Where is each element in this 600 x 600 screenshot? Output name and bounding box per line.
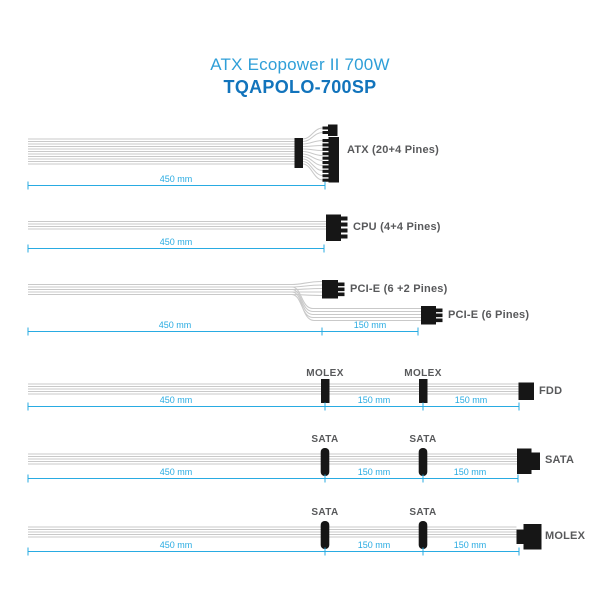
sata2-inline-connector-1 <box>320 521 330 549</box>
sata2-inline-label-1: SATA <box>311 507 339 518</box>
molex-inline-connector-2 <box>419 379 428 403</box>
atx-4pin-connector <box>328 124 338 136</box>
molex-dim-150mm-2: 150 mm <box>454 395 488 405</box>
sata-molex-cable <box>27 521 542 556</box>
sata-inline-connector-1 <box>320 448 330 476</box>
pcie-upper-fanout <box>291 280 323 297</box>
pcie-lower-branch <box>291 286 421 322</box>
sata2-dim-150mm-2: 150 mm <box>453 540 487 550</box>
molex-inline-label-2: MOLEX <box>404 368 442 379</box>
pcie-6pin-connector <box>421 306 436 325</box>
cpu-connector-label: CPU (4+4 Pines) <box>353 221 441 233</box>
atx-4pin-connector-pins <box>322 126 328 134</box>
pcie-ribbon <box>28 283 292 296</box>
model-number: TQAPOLO-700SP <box>223 77 377 97</box>
sata-dimension-line <box>27 474 519 483</box>
cpu-ribbon <box>28 220 326 230</box>
sata2-dim-450mm: 450 mm <box>159 540 193 550</box>
sata2-inline-connector-2 <box>418 521 428 549</box>
sata-dim-450mm: 450 mm <box>159 467 193 477</box>
pcie-dim-150mm: 150 mm <box>353 320 387 330</box>
molex-inline-connector-1 <box>321 379 330 403</box>
molex-inline-label-1: MOLEX <box>306 368 344 379</box>
sata-molex-dimension-line <box>27 547 520 556</box>
sata2-dim-150mm-1: 150 mm <box>357 540 391 550</box>
atx-cable <box>27 124 339 190</box>
sata-end-label: SATA <box>545 454 575 466</box>
sata2-inline-label-2: SATA <box>409 507 437 518</box>
sata-molex-ribbon <box>28 526 517 538</box>
pcie-cable <box>27 280 443 336</box>
cable-tie <box>294 138 303 168</box>
atx-20pin-connector <box>328 137 339 183</box>
pcie-6plus2-connector <box>322 280 338 299</box>
atx-ribbon <box>28 138 295 165</box>
pcie-6pin-connector-pins <box>436 308 443 323</box>
molex-end-connector <box>516 524 542 550</box>
atx-connector-label: ATX (20+4 Pines) <box>347 144 439 156</box>
pcie-dim-450mm: 450 mm <box>158 320 192 330</box>
molex-fdd-cable <box>27 379 534 411</box>
pcie-dimension-line <box>27 327 419 336</box>
fdd-connector <box>518 382 534 400</box>
cpu-dim-450mm: 450 mm <box>159 237 193 247</box>
product-name: ATX Ecopower II 700W <box>210 55 390 74</box>
sata-dim-150mm-2: 150 mm <box>453 467 487 477</box>
sata-cable <box>27 448 540 483</box>
cpu-connector-pins <box>341 216 348 239</box>
cpu-cable <box>27 214 348 253</box>
fdd-end-label: FDD <box>539 385 563 397</box>
sata-end-connector-step <box>531 452 540 470</box>
sata-dim-150mm-1: 150 mm <box>357 467 391 477</box>
pcie-6plus2-label: PCI-E (6 +2 Pines) <box>350 283 448 295</box>
atx-dimension-line <box>27 181 326 190</box>
sata-inline-connector-2 <box>418 448 428 476</box>
sata-ribbon <box>28 453 517 465</box>
pcie-6plus2-connector-pins <box>338 282 345 297</box>
atx-20pin-connector-pins <box>322 139 329 182</box>
cpu-connector <box>326 214 341 241</box>
sata-end-connector <box>517 448 532 474</box>
molex-fdd-ribbon <box>28 383 519 395</box>
cpu-dimension-line <box>27 244 325 253</box>
pcie-6pin-label: PCI-E (6 Pines) <box>448 309 530 321</box>
atx-dim-450mm: 450 mm <box>159 174 193 184</box>
sata-inline-label-1: SATA <box>311 434 339 445</box>
molex-fdd-dimension-line <box>27 402 520 411</box>
atx-fanout-wires <box>302 127 323 181</box>
molex-end-label: MOLEX <box>545 530 586 542</box>
molex-dim-450mm: 450 mm <box>159 395 193 405</box>
molex-dim-150mm-1: 150 mm <box>357 395 391 405</box>
sata-inline-label-2: SATA <box>409 434 437 445</box>
